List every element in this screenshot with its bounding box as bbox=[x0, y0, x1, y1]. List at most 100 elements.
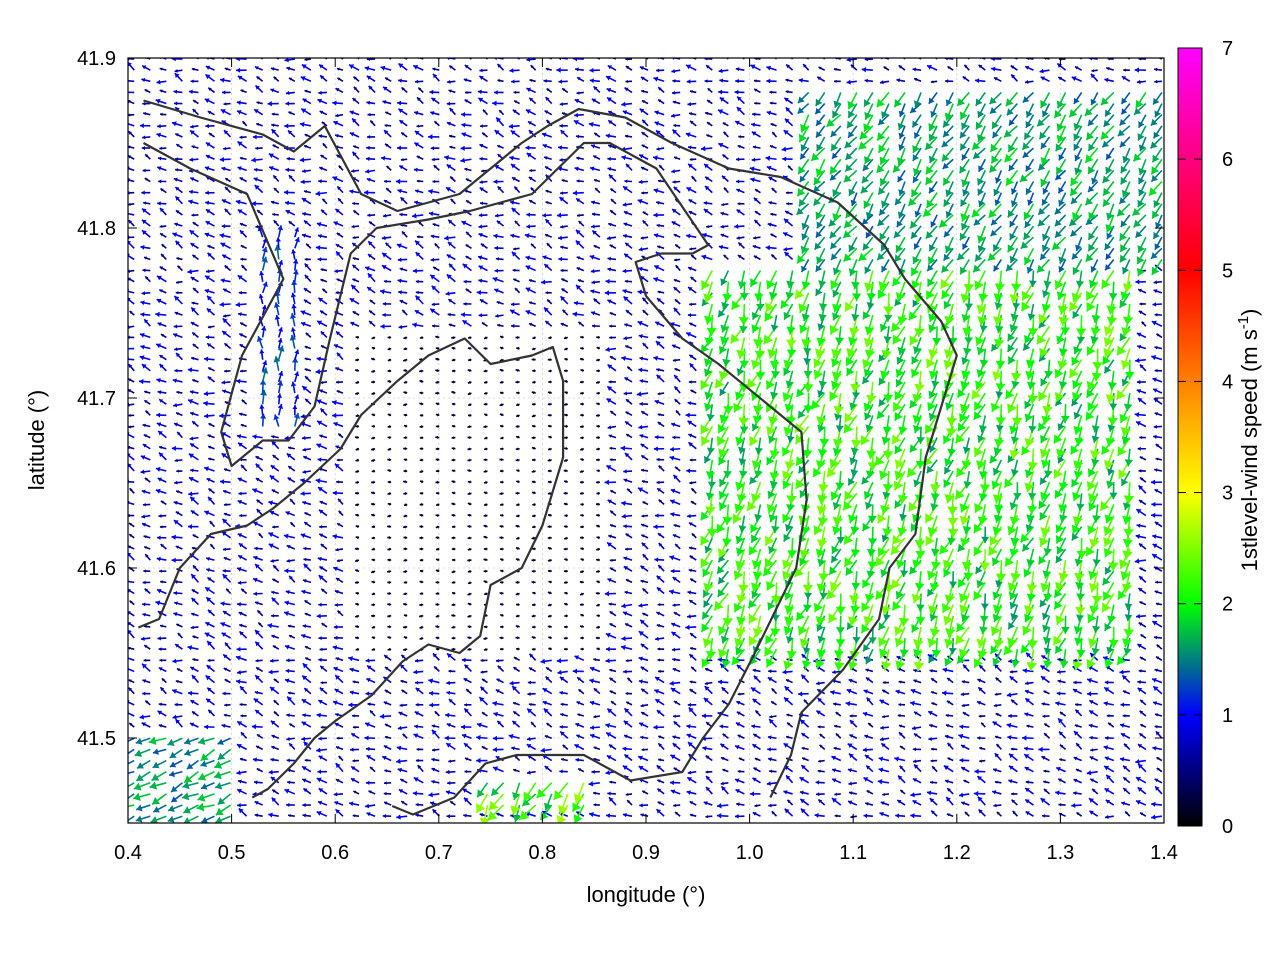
wind-vector-head bbox=[303, 546, 307, 551]
wind-vector-head bbox=[446, 690, 451, 696]
wind-vector-head bbox=[349, 801, 354, 807]
wind-vector-head bbox=[996, 744, 1000, 748]
wind-vector-head bbox=[1104, 680, 1109, 685]
wind-vector-head bbox=[365, 658, 370, 663]
wind-vector-head bbox=[658, 669, 661, 673]
wind-vector-head bbox=[451, 458, 455, 462]
wind-vector-head bbox=[994, 692, 998, 696]
wind-vector-head bbox=[129, 722, 133, 726]
wind-vector-head bbox=[961, 680, 965, 684]
wind-vector-head bbox=[302, 778, 307, 783]
wind-vector-head bbox=[994, 753, 1000, 758]
wind-vector-head bbox=[863, 813, 868, 819]
wind-vector-head bbox=[948, 647, 957, 655]
wind-vector-head bbox=[706, 447, 715, 455]
wind-vector-head bbox=[831, 798, 837, 803]
wind-vector-head bbox=[128, 679, 132, 683]
wind-vector-head bbox=[512, 686, 517, 691]
wind-vector-head bbox=[463, 678, 468, 682]
wind-vector-head bbox=[239, 513, 243, 518]
wind-vector-head bbox=[387, 524, 390, 529]
wind-vector-head bbox=[622, 765, 628, 771]
wind-vector-head bbox=[1039, 599, 1047, 608]
wind-vector-head bbox=[204, 413, 209, 419]
wind-vector-head bbox=[1122, 638, 1132, 648]
wind-vector-head bbox=[133, 782, 142, 791]
wind-vector-head bbox=[1104, 756, 1110, 761]
wind-vector-head bbox=[1105, 814, 1109, 820]
wind-vector-head bbox=[1043, 789, 1048, 793]
wind-vector-head bbox=[721, 659, 731, 668]
wind-vector-head bbox=[1121, 801, 1126, 806]
wind-vector-head bbox=[413, 777, 419, 782]
wind-vector-head bbox=[203, 400, 208, 407]
wind-vector-head bbox=[431, 767, 436, 772]
wind-vector-head bbox=[949, 581, 958, 588]
wind-vector-head bbox=[387, 602, 390, 607]
wind-vector-head bbox=[448, 699, 453, 703]
wind-vector-head bbox=[428, 792, 433, 798]
wind-vector-head bbox=[606, 732, 612, 738]
wind-vector-head bbox=[736, 664, 742, 670]
wind-vector-head bbox=[964, 811, 968, 815]
wind-vector-head bbox=[973, 790, 979, 797]
wind-vector-head bbox=[579, 603, 583, 607]
wind-vector-head bbox=[1089, 735, 1093, 740]
wind-vector-head bbox=[865, 677, 870, 682]
wind-vector-head bbox=[547, 536, 551, 540]
wind-vector-head bbox=[365, 803, 370, 809]
wind-vector-head bbox=[435, 536, 439, 540]
wind-vector-head bbox=[1090, 778, 1095, 783]
wind-vector-head bbox=[866, 548, 876, 557]
wind-vector-head bbox=[786, 713, 790, 717]
wind-vector-head bbox=[910, 700, 915, 707]
wind-vector-head bbox=[930, 759, 934, 763]
wind-vector-head bbox=[850, 605, 861, 615]
wind-vector-head bbox=[384, 689, 389, 693]
wind-vector-head bbox=[255, 710, 260, 715]
wind-vector-head bbox=[287, 780, 291, 785]
wind-vector-head bbox=[962, 712, 967, 716]
wind-vector-head bbox=[352, 759, 356, 763]
wind-vector-head bbox=[851, 582, 861, 591]
wind-vector-head bbox=[387, 425, 391, 429]
wind-vector-head bbox=[516, 603, 519, 607]
wind-vector-head bbox=[656, 765, 662, 770]
wind-vector-head bbox=[171, 534, 176, 540]
wind-vector-head bbox=[735, 778, 740, 783]
wind-vector-head bbox=[670, 789, 676, 794]
wind-vector-head bbox=[451, 436, 455, 440]
wind-vector-head bbox=[1123, 495, 1135, 505]
wind-vector-head bbox=[654, 435, 659, 440]
wind-vector-head bbox=[623, 469, 627, 474]
wind-vector-head bbox=[419, 413, 423, 417]
wind-vector-head bbox=[171, 445, 176, 451]
wind-vector-head bbox=[862, 747, 867, 753]
wind-vector-head bbox=[638, 755, 643, 761]
wind-vector-head bbox=[155, 466, 161, 472]
wind-vector-head bbox=[171, 796, 178, 802]
wind-vector-head bbox=[301, 435, 306, 441]
wind-vector-head bbox=[184, 737, 191, 745]
wind-vector-head bbox=[638, 656, 643, 662]
wind-vector-head bbox=[270, 720, 276, 726]
wind-vector-head bbox=[207, 658, 211, 663]
wind-vector-head bbox=[268, 812, 273, 818]
wind-vector-head bbox=[318, 736, 322, 741]
wind-vector-head bbox=[206, 665, 212, 670]
wind-vector-head bbox=[573, 814, 583, 823]
wind-vector-head bbox=[398, 711, 403, 716]
wind-vector-head bbox=[400, 664, 405, 669]
wind-vector-head bbox=[452, 558, 455, 562]
wind-vector-head bbox=[1060, 744, 1064, 748]
wind-vector-head bbox=[624, 754, 629, 759]
wind-vector-head bbox=[705, 667, 709, 672]
wind-vector-head bbox=[206, 698, 211, 704]
wind-vector-head bbox=[1150, 479, 1156, 485]
wind-vector-head bbox=[285, 678, 290, 684]
wind-vector-head bbox=[513, 657, 517, 660]
wind-vector-head bbox=[1043, 769, 1047, 773]
wind-vector-head bbox=[898, 703, 902, 707]
wind-vector-head bbox=[609, 446, 613, 450]
wind-vector-head bbox=[351, 766, 356, 771]
